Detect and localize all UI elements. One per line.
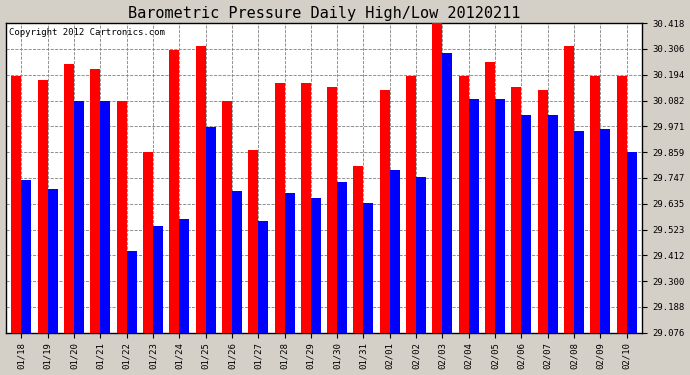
Bar: [143, 152, 153, 333]
Bar: [406, 76, 416, 333]
Bar: [258, 221, 268, 333]
Bar: [416, 177, 426, 333]
Bar: [364, 202, 373, 333]
Bar: [617, 76, 627, 333]
Bar: [232, 191, 242, 333]
Bar: [390, 170, 400, 333]
Bar: [38, 80, 48, 333]
Bar: [469, 99, 479, 333]
Bar: [248, 150, 258, 333]
Bar: [627, 152, 637, 333]
Bar: [100, 101, 110, 333]
Bar: [574, 131, 584, 333]
Bar: [442, 53, 453, 333]
Bar: [64, 64, 74, 333]
Bar: [169, 50, 179, 333]
Bar: [301, 82, 311, 333]
Bar: [284, 194, 295, 333]
Bar: [127, 251, 137, 333]
Bar: [353, 166, 364, 333]
Bar: [564, 46, 574, 333]
Bar: [48, 189, 58, 333]
Bar: [511, 87, 522, 333]
Bar: [459, 76, 469, 333]
Bar: [337, 182, 347, 333]
Bar: [591, 76, 600, 333]
Bar: [522, 115, 531, 333]
Bar: [485, 62, 495, 333]
Bar: [548, 115, 558, 333]
Bar: [311, 198, 321, 333]
Bar: [90, 69, 100, 333]
Bar: [74, 101, 84, 333]
Bar: [275, 82, 284, 333]
Bar: [195, 46, 206, 333]
Bar: [21, 180, 31, 333]
Bar: [495, 99, 505, 333]
Bar: [206, 126, 215, 333]
Bar: [433, 20, 442, 333]
Bar: [538, 90, 548, 333]
Text: Copyright 2012 Cartronics.com: Copyright 2012 Cartronics.com: [9, 28, 165, 37]
Bar: [153, 226, 163, 333]
Bar: [179, 219, 189, 333]
Bar: [117, 101, 127, 333]
Bar: [600, 129, 611, 333]
Bar: [327, 87, 337, 333]
Title: Barometric Pressure Daily High/Low 20120211: Barometric Pressure Daily High/Low 20120…: [128, 6, 520, 21]
Bar: [11, 76, 21, 333]
Bar: [380, 90, 390, 333]
Bar: [222, 101, 232, 333]
